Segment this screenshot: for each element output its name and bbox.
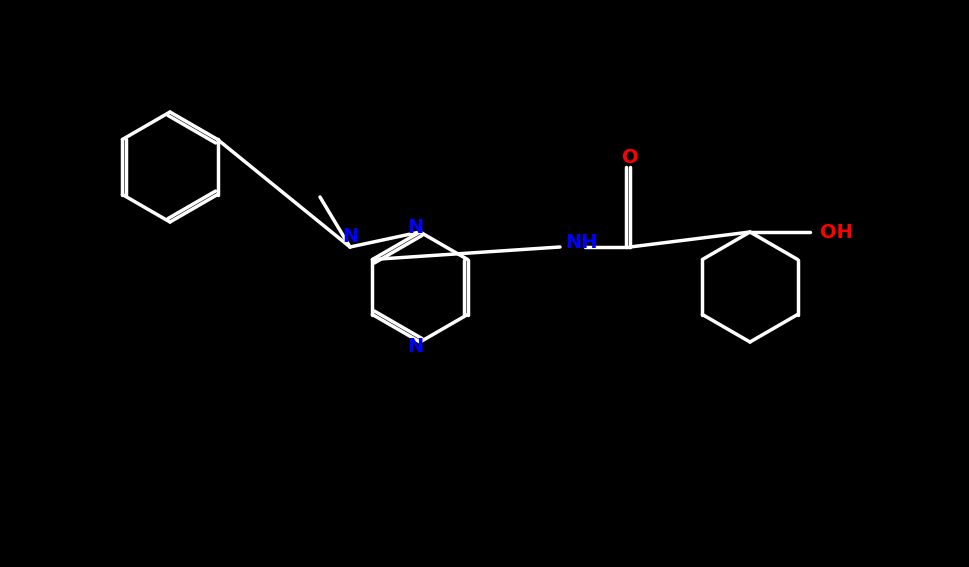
Text: N: N [407,337,423,357]
Text: O: O [622,147,639,167]
Text: OH: OH [820,222,853,242]
Text: NH: NH [565,232,598,252]
Text: N: N [342,227,359,247]
Text: N: N [407,218,423,236]
